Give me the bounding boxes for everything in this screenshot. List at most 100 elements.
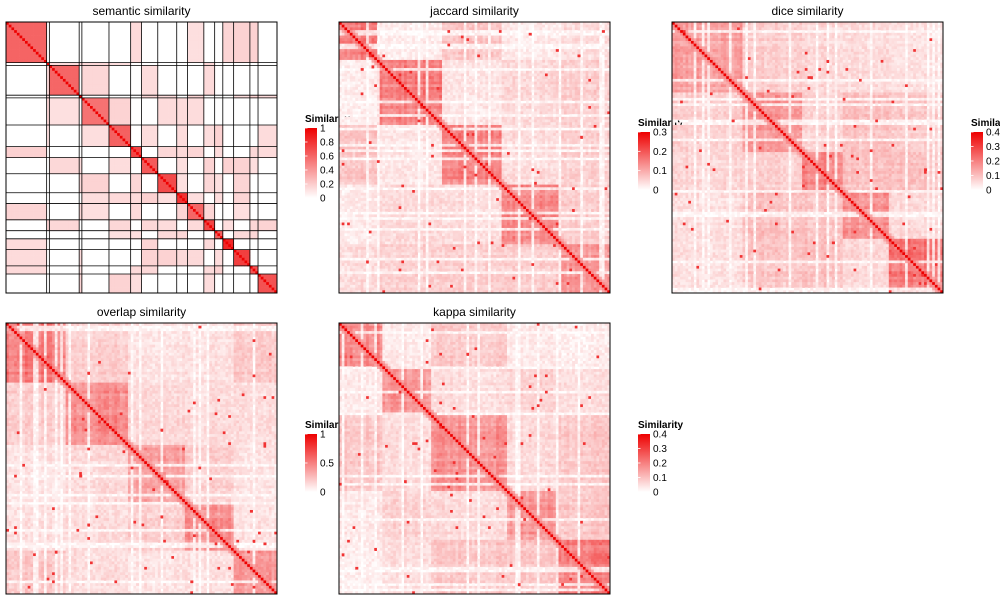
heatmap-cell (25, 36, 28, 39)
heatmap-cell (166, 114, 169, 117)
heatmap-cell (242, 206, 245, 209)
heatmap-cell (20, 206, 23, 209)
heatmap-cell (28, 252, 31, 255)
heatmap-cell (133, 233, 136, 236)
heatmap-cell (20, 52, 23, 55)
heatmap-cell (228, 223, 231, 226)
heatmap-cell (182, 185, 185, 188)
heatmap-cell (68, 106, 71, 109)
heatmap-cell (33, 209, 36, 212)
heatmap-cell (98, 195, 101, 198)
heatmap-cell (171, 149, 174, 152)
heatmap-cell (133, 206, 136, 209)
heatmap-cell (90, 133, 93, 136)
heatmap-cell (104, 179, 107, 182)
heatmap-cell (244, 46, 247, 49)
heatmap-cell (190, 98, 193, 101)
heatmap-cell (150, 65, 153, 68)
heatmap-cell (82, 73, 85, 76)
heatmap-cell (366, 36, 369, 39)
heatmap-cell (234, 204, 237, 207)
heatmap-cell (85, 98, 88, 101)
heatmap-cell (33, 239, 36, 242)
heatmap-cell (39, 44, 42, 47)
heatmap-cell (361, 27, 364, 30)
heatmap-cell (190, 204, 193, 207)
heatmap-cell (25, 204, 28, 207)
heatmap-cell (236, 57, 239, 60)
heatmap-cell (60, 68, 63, 71)
heatmap-cell (228, 41, 231, 44)
heatmap-cell (142, 90, 145, 93)
heatmap-cell (131, 206, 134, 209)
heatmap-cell (363, 30, 366, 33)
heatmap-cell (14, 38, 17, 41)
heatmap-cell (217, 269, 220, 272)
heatmap-cell (171, 193, 174, 196)
heatmap-cell (147, 71, 150, 74)
heatmap-cell (17, 57, 20, 60)
heatmap-cell (428, 27, 431, 30)
heatmap-cell (85, 71, 88, 74)
heatmap-cell (228, 36, 231, 39)
heatmap-cell (188, 41, 191, 44)
heatmap-cell (49, 220, 52, 223)
heatmap-cell (223, 55, 226, 58)
heatmap-cell (109, 106, 112, 109)
heatmap-cell (57, 220, 60, 223)
heatmap-cell (171, 258, 174, 261)
heatmap-cell (71, 163, 74, 166)
heatmap-cell (112, 109, 115, 112)
heatmap-cell (95, 106, 98, 109)
heatmap-cell (125, 139, 128, 142)
heatmap-cell (101, 82, 104, 85)
heatmap-cell (98, 185, 101, 188)
heatmap-cell (66, 76, 69, 79)
heatmap-cell (90, 82, 93, 85)
heatmap-cell (380, 25, 383, 28)
heatmap-cell (36, 27, 39, 30)
heatmap-cell (253, 46, 256, 49)
heatmap-cell (466, 30, 469, 33)
heatmap-cell (236, 206, 239, 209)
heatmap-cell (196, 120, 199, 123)
heatmap-cell (57, 65, 60, 68)
heatmap-cell (120, 223, 123, 226)
heatmap-cell (52, 166, 55, 169)
heatmap-cell (147, 82, 150, 85)
heatmap-cell (123, 111, 126, 114)
heatmap-cell (85, 185, 88, 188)
heatmap-cell (74, 103, 77, 106)
heatmap-cell (49, 79, 52, 82)
heatmap-cell (182, 114, 185, 117)
heatmap-cell (114, 166, 117, 169)
heatmap-cell (41, 250, 44, 253)
heatmap-cell (68, 65, 71, 68)
heatmap-cell (209, 160, 212, 163)
heatmap-cell (158, 111, 161, 114)
heatmap-cell (442, 33, 445, 36)
heatmap-cell (374, 25, 377, 28)
heatmap-cell (163, 225, 166, 228)
heatmap-cell (399, 25, 402, 28)
legend-tick-label: 0.2 (320, 180, 334, 191)
heatmap-cell (512, 25, 515, 28)
heatmap-cell (253, 168, 256, 171)
heatmap-cell (93, 76, 96, 79)
heatmap-cell (41, 27, 44, 30)
heatmap-cell (242, 193, 245, 196)
heatmap-cell (152, 252, 155, 255)
heatmap-cell (93, 73, 96, 76)
heatmap-cell (104, 120, 107, 123)
heatmap-cell (150, 239, 153, 242)
heatmap-cell (131, 41, 134, 44)
heatmap-cell (179, 179, 182, 182)
heatmap-cell (90, 128, 93, 131)
heatmap-cell (49, 109, 52, 112)
heatmap-cell (236, 52, 239, 55)
heatmap-cell (475, 27, 478, 30)
heatmap-cell (101, 65, 104, 68)
heatmap-cell (466, 33, 469, 36)
heatmap-cell (71, 98, 74, 101)
heatmap-cell (57, 84, 60, 87)
